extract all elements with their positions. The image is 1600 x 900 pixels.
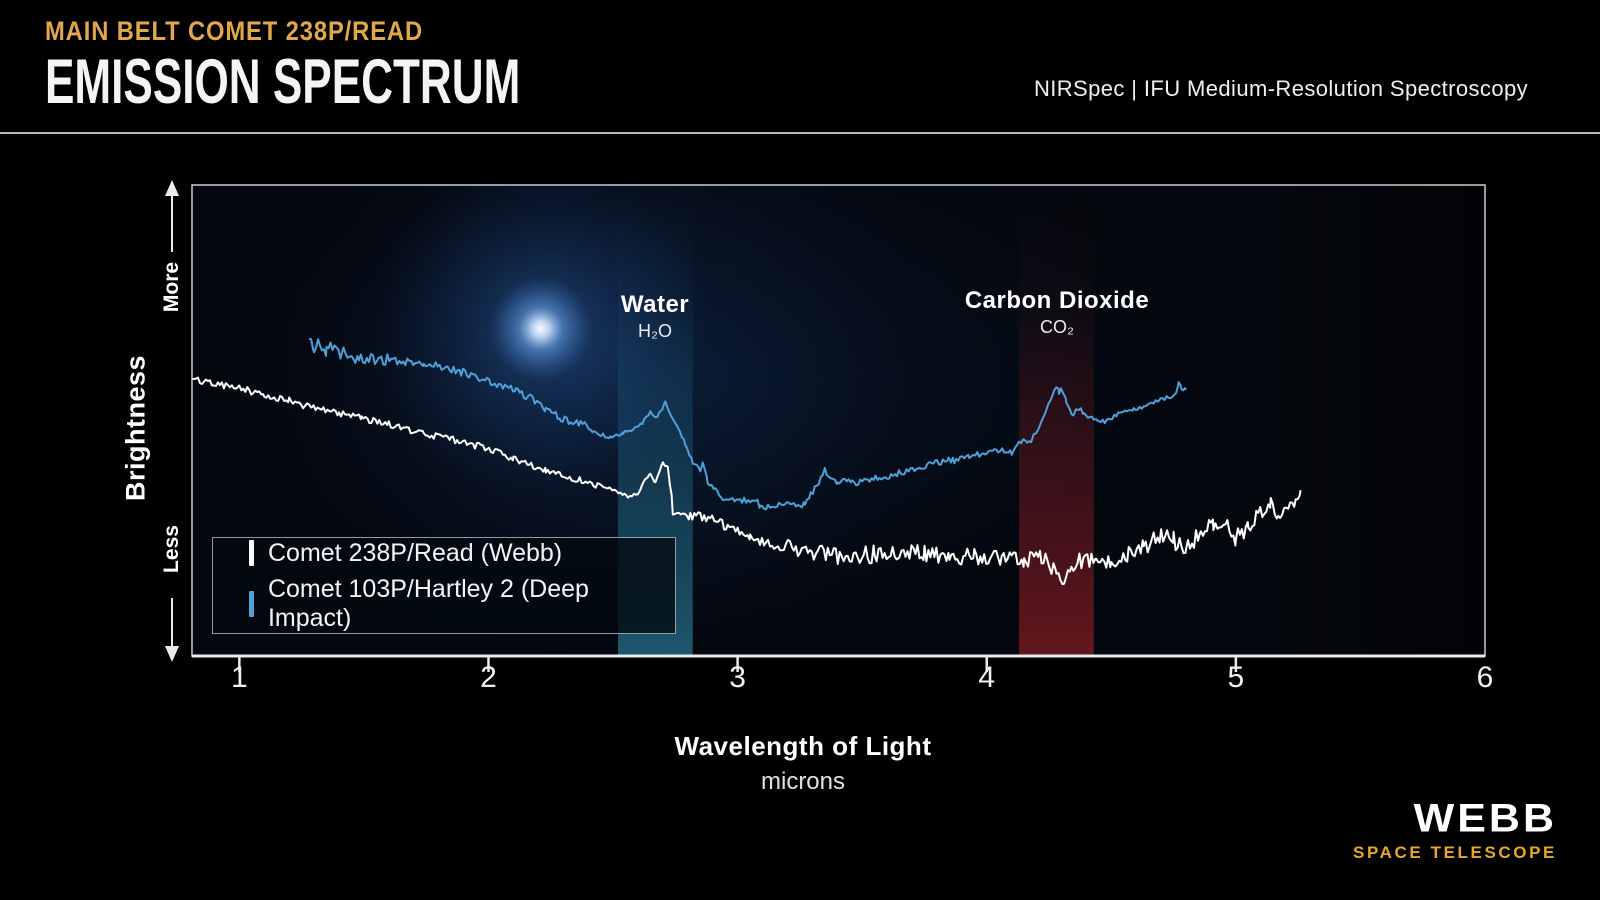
x-tick-label: 4 xyxy=(978,661,996,694)
y-axis-label-brightness: Brightness xyxy=(120,354,151,502)
x-tick-label: 1 xyxy=(230,661,248,694)
x-tick-label: 2 xyxy=(480,661,497,694)
legend-label-webb: Comet 238P/Read (Webb) xyxy=(268,538,563,567)
legend-marker-webb xyxy=(249,540,254,566)
water-band-formula: H₂O xyxy=(637,321,672,341)
series-1-curve xyxy=(308,337,1187,511)
y-axis-label-less: Less xyxy=(160,525,183,573)
band-1 xyxy=(1019,185,1094,656)
webb-logo-subtitle: SPACE TELESCOPE xyxy=(1353,843,1557,862)
x-axis-ticks xyxy=(238,656,1238,672)
spectra-curves xyxy=(192,337,1302,586)
webb-logo-name: WEBB xyxy=(1413,796,1557,841)
header-kicker: MAIN BELT COMET 238P/READ xyxy=(45,16,424,46)
co2-band-formula: CO₂ xyxy=(1039,317,1074,337)
x-axis-title: Wavelength of Light xyxy=(674,731,932,761)
legend-item-hartley: Comet 103P/Hartley 2 (Deep Impact) xyxy=(249,575,675,633)
co2-band-label: Carbon Dioxide CO₂ xyxy=(965,287,1149,338)
series-0-curve xyxy=(192,376,1302,586)
legend-item-webb: Comet 238P/Read (Webb) xyxy=(249,539,675,568)
y-axis-arrow-up-icon xyxy=(165,180,179,196)
y-axis-arrow-down-icon xyxy=(165,646,179,662)
water-band-name: Water xyxy=(620,291,690,318)
water-band-label: Water H₂O xyxy=(621,291,689,342)
x-tick-label: 6 xyxy=(1476,661,1494,694)
x-tick-label: 3 xyxy=(729,661,746,694)
legend: Comet 238P/Read (Webb) Comet 103P/Hartle… xyxy=(212,537,676,634)
co2-band-name: Carbon Dioxide xyxy=(964,287,1150,314)
legend-marker-hartley xyxy=(249,590,254,617)
page-title: EMISSION SPECTRUM xyxy=(45,47,521,117)
legend-label-hartley: Comet 103P/Hartley 2 (Deep Impact) xyxy=(267,574,589,632)
header-divider xyxy=(0,132,1600,134)
x-axis-units: microns xyxy=(760,768,846,795)
y-axis-label-more: More xyxy=(160,261,183,313)
webb-logo: WEBB SPACE TELESCOPE xyxy=(1353,796,1557,863)
x-tick-label: 5 xyxy=(1227,661,1245,694)
header-instrument: NIRSpec | IFU Medium-Resolution Spectros… xyxy=(1033,76,1528,101)
